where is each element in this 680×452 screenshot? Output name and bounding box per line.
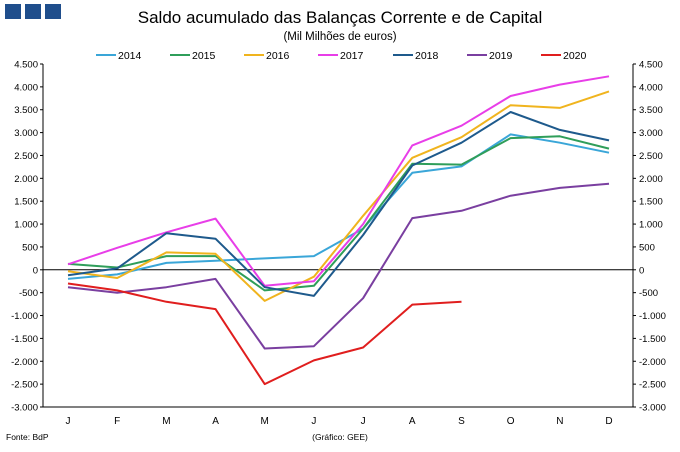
legend-label-2015: 2015 (192, 50, 216, 62)
y-tick-label-left: 4.500 (14, 60, 38, 71)
y-tick-label-left: -2.500 (11, 380, 38, 391)
y-tick-label-right: 500 (639, 242, 655, 253)
y-tick-label-left: 1.500 (14, 197, 38, 208)
x-tick-label: J (361, 416, 366, 427)
chart-subtitle: (Mil Milhões de euros) (283, 31, 396, 43)
y-tick-label-right: -2.500 (639, 380, 666, 391)
y-tick-label-left: 3.000 (14, 128, 38, 139)
y-tick-label-right: -2.000 (639, 357, 666, 368)
source-note: Fonte: BdP (6, 432, 49, 442)
y-tick-label-right: 0 (639, 265, 644, 276)
legend: 2014 2015 2016 2017 2018 2019 2020 (96, 50, 587, 62)
y-tick-label-left: -1.500 (11, 334, 38, 345)
logo-square (25, 4, 41, 19)
series-line-2015 (67, 135, 610, 292)
y-tick-label-right: 3.500 (639, 105, 663, 116)
logo-square (45, 4, 61, 19)
x-tick-label: N (556, 416, 563, 427)
y-tick-label-left: -1.000 (11, 311, 38, 322)
series-line-2017 (67, 75, 610, 287)
x-tick-label: J (311, 416, 316, 427)
axes: -3.000 -3.000 -2.500 -2.500 -2.000 -2.000 -1.5… (11, 60, 666, 428)
x-tick-label: M (162, 416, 170, 427)
y-tick-label-right: 4.000 (639, 82, 663, 93)
series-line-2019 (67, 182, 610, 350)
y-tick-label-right: 4.500 (639, 60, 663, 71)
x-tick-label: D (605, 416, 612, 427)
x-tick-label: F (114, 416, 120, 427)
y-tick-label-left: 1.000 (14, 220, 38, 231)
legend-label-2014: 2014 (118, 50, 142, 62)
logo-icon (5, 4, 61, 19)
x-tick-label: A (409, 416, 416, 427)
y-tick-label-right: -3.000 (639, 403, 666, 414)
legend-label-2019: 2019 (489, 50, 513, 62)
y-tick-label-right: 1.500 (639, 197, 663, 208)
y-tick-label-right: 2.500 (639, 151, 663, 162)
y-tick-label-right: 1.000 (639, 220, 663, 231)
y-tick-label-left: 3.500 (14, 105, 38, 116)
y-tick-label-left: 4.000 (14, 82, 38, 93)
y-tick-label-left: -2.000 (11, 357, 38, 368)
y-tick-label-right: -1.000 (639, 311, 666, 322)
series-line-2014 (67, 133, 610, 280)
x-tick-label: M (261, 416, 269, 427)
y-tick-label-left: -500 (19, 288, 38, 299)
y-tick-label-left: 2.500 (14, 151, 38, 162)
legend-label-2018: 2018 (415, 50, 439, 62)
series-lines (67, 75, 610, 386)
y-tick-label-left: 2.000 (14, 174, 38, 185)
y-tick-label-left: 0 (33, 265, 38, 276)
legend-label-2020: 2020 (563, 50, 587, 62)
series-line-2018 (67, 111, 610, 297)
y-tick-label-right: 2.000 (639, 174, 663, 185)
y-tick-label-left: 500 (22, 242, 38, 253)
y-tick-label-right: 3.000 (639, 128, 663, 139)
series-line-2020 (67, 282, 462, 386)
legend-label-2017: 2017 (340, 50, 364, 62)
credit-note: (Gráfico: GEE) (312, 432, 368, 442)
y-tick-label-right: -1.500 (639, 334, 666, 345)
y-tick-label-left: -3.000 (11, 403, 38, 414)
x-tick-label: A (212, 416, 219, 427)
logo-square (5, 4, 21, 19)
legend-label-2016: 2016 (266, 50, 290, 62)
chart-title: Saldo acumulado das Balanças Corrente e … (138, 8, 542, 27)
x-tick-label: J (66, 416, 71, 427)
series-line-2016 (67, 90, 610, 302)
x-tick-label: O (507, 416, 515, 427)
y-tick-label-right: -500 (639, 288, 658, 299)
x-tick-label: S (458, 416, 465, 427)
